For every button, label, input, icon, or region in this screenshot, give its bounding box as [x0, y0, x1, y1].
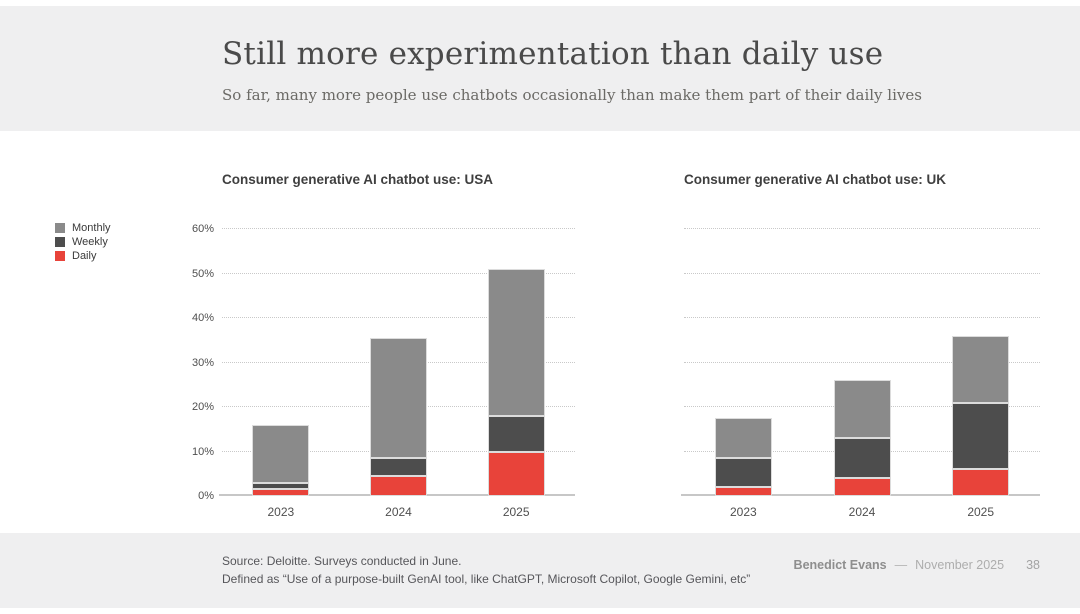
- category-slot-2025: 2025: [457, 229, 575, 519]
- chart-legend: Monthly Weekly Daily: [55, 221, 111, 263]
- gridline-50: [684, 272, 1040, 274]
- legend-item-weekly: Weekly: [55, 235, 111, 249]
- bar-segment-uk-2023-daily: [714, 487, 772, 496]
- legend-item-daily: Daily: [55, 249, 111, 263]
- stacked-bar-uk-2023: [714, 418, 772, 496]
- author-name: Benedict Evans: [793, 558, 887, 572]
- x-tick-label-2024: 2024: [848, 505, 876, 519]
- chart-title-uk: Consumer generative AI chatbot use: UK: [684, 172, 947, 187]
- stacked-bar-usa-2025: [487, 269, 545, 496]
- bar-segment-uk-2024-daily: [833, 478, 891, 496]
- y-tick-label-60: 60%: [191, 223, 214, 235]
- page-number: 38: [1026, 558, 1040, 572]
- bar-segment-usa-2024-daily: [370, 475, 427, 496]
- y-tick-label-20: 20%: [191, 401, 214, 413]
- bar-segment-usa-2023-daily: [252, 489, 310, 496]
- bar-segment-usa-2025-weekly: [487, 415, 545, 452]
- slide-date: November 2025: [915, 558, 1005, 572]
- legend-label: Weekly: [72, 236, 108, 248]
- gridline-40: [222, 317, 575, 318]
- bar-segment-uk-2024-monthly: [833, 380, 891, 439]
- header-band: [0, 6, 1080, 131]
- credit-separator: —: [894, 558, 908, 572]
- bar-segment-uk-2023-weekly: [714, 458, 772, 488]
- bar-segment-usa-2024-monthly: [370, 338, 427, 459]
- gridline-30: [684, 361, 1040, 363]
- stacked-bar-uk-2024: [833, 380, 891, 496]
- category-slot-2023: 2023: [222, 229, 340, 519]
- stacked-bar-usa-2024: [370, 338, 427, 496]
- y-tick-label-40: 40%: [191, 312, 214, 324]
- bar-segment-usa-2025-daily: [487, 451, 545, 496]
- x-tick-label-2024: 2024: [385, 505, 412, 519]
- bar-segment-uk-2025-daily: [952, 469, 1010, 496]
- category-slot-2024: 2024: [803, 229, 922, 519]
- stacked-bar-usa-2023: [252, 424, 310, 496]
- bar-segment-uk-2025-weekly: [952, 402, 1010, 470]
- x-tick-label-2023: 2023: [267, 505, 295, 519]
- source-line-1: Source: Deloitte. Surveys conducted in J…: [222, 554, 462, 568]
- gridline-50: [222, 272, 575, 274]
- bar-segment-usa-2023-monthly: [252, 424, 310, 483]
- y-tick-label-0: 0%: [198, 490, 214, 502]
- x-tick-label-2023: 2023: [729, 505, 757, 519]
- category-slot-2024: 2024: [340, 229, 458, 519]
- bar-segment-usa-2023-weekly: [252, 482, 310, 490]
- bar-segment-uk-2025-monthly: [952, 335, 1010, 403]
- daily-swatch-icon: [55, 251, 65, 261]
- bar-segment-uk-2024-weekly: [833, 438, 891, 479]
- bar-segment-usa-2025-monthly: [487, 269, 545, 416]
- bar-segment-usa-2024-weekly: [370, 458, 427, 476]
- source-note: Source: Deloitte. Surveys conducted in J…: [222, 552, 750, 588]
- bar-segment-uk-2023-monthly: [714, 418, 772, 459]
- stacked-bar-uk-2025: [952, 335, 1010, 496]
- legend-label: Daily: [72, 250, 97, 262]
- gridline-40: [684, 317, 1040, 318]
- gridline-60: [684, 228, 1040, 229]
- y-tick-label-30: 30%: [191, 356, 214, 369]
- category-slot-2023: 2023: [684, 229, 803, 519]
- bar-area: 2023 2024 2025: [222, 229, 575, 519]
- legend-item-monthly: Monthly: [55, 221, 111, 235]
- chart-plot-usa: 0% 10% 20% 30% 40% 50% 60% 2023 2024 2025: [192, 223, 575, 519]
- source-line-2: Defined as “Use of a purpose-built GenAI…: [222, 572, 751, 586]
- weekly-swatch-icon: [55, 237, 65, 247]
- chart-plot-uk: 2023 2024 2025: [681, 228, 1040, 519]
- monthly-swatch-icon: [55, 223, 65, 233]
- x-tick-label-2025: 2025: [502, 505, 530, 519]
- gridline-60: [222, 228, 575, 229]
- bar-area: 2023 2024 2025: [684, 229, 1040, 519]
- slide-title: Still more experimentation than daily us…: [222, 36, 884, 72]
- chart-title-usa: Consumer generative AI chatbot use: USA: [222, 172, 494, 187]
- credit-line: Benedict Evans — November 2025 38: [794, 558, 1040, 572]
- y-tick-label-50: 50%: [191, 267, 214, 280]
- slide-subtitle: So far, many more people use chatbots oc…: [222, 86, 922, 104]
- legend-label: Monthly: [72, 222, 111, 234]
- footer-band: [0, 533, 1080, 608]
- x-tick-label-2025: 2025: [967, 505, 995, 519]
- category-slot-2025: 2025: [921, 229, 1040, 519]
- y-tick-label-10: 10%: [191, 445, 214, 458]
